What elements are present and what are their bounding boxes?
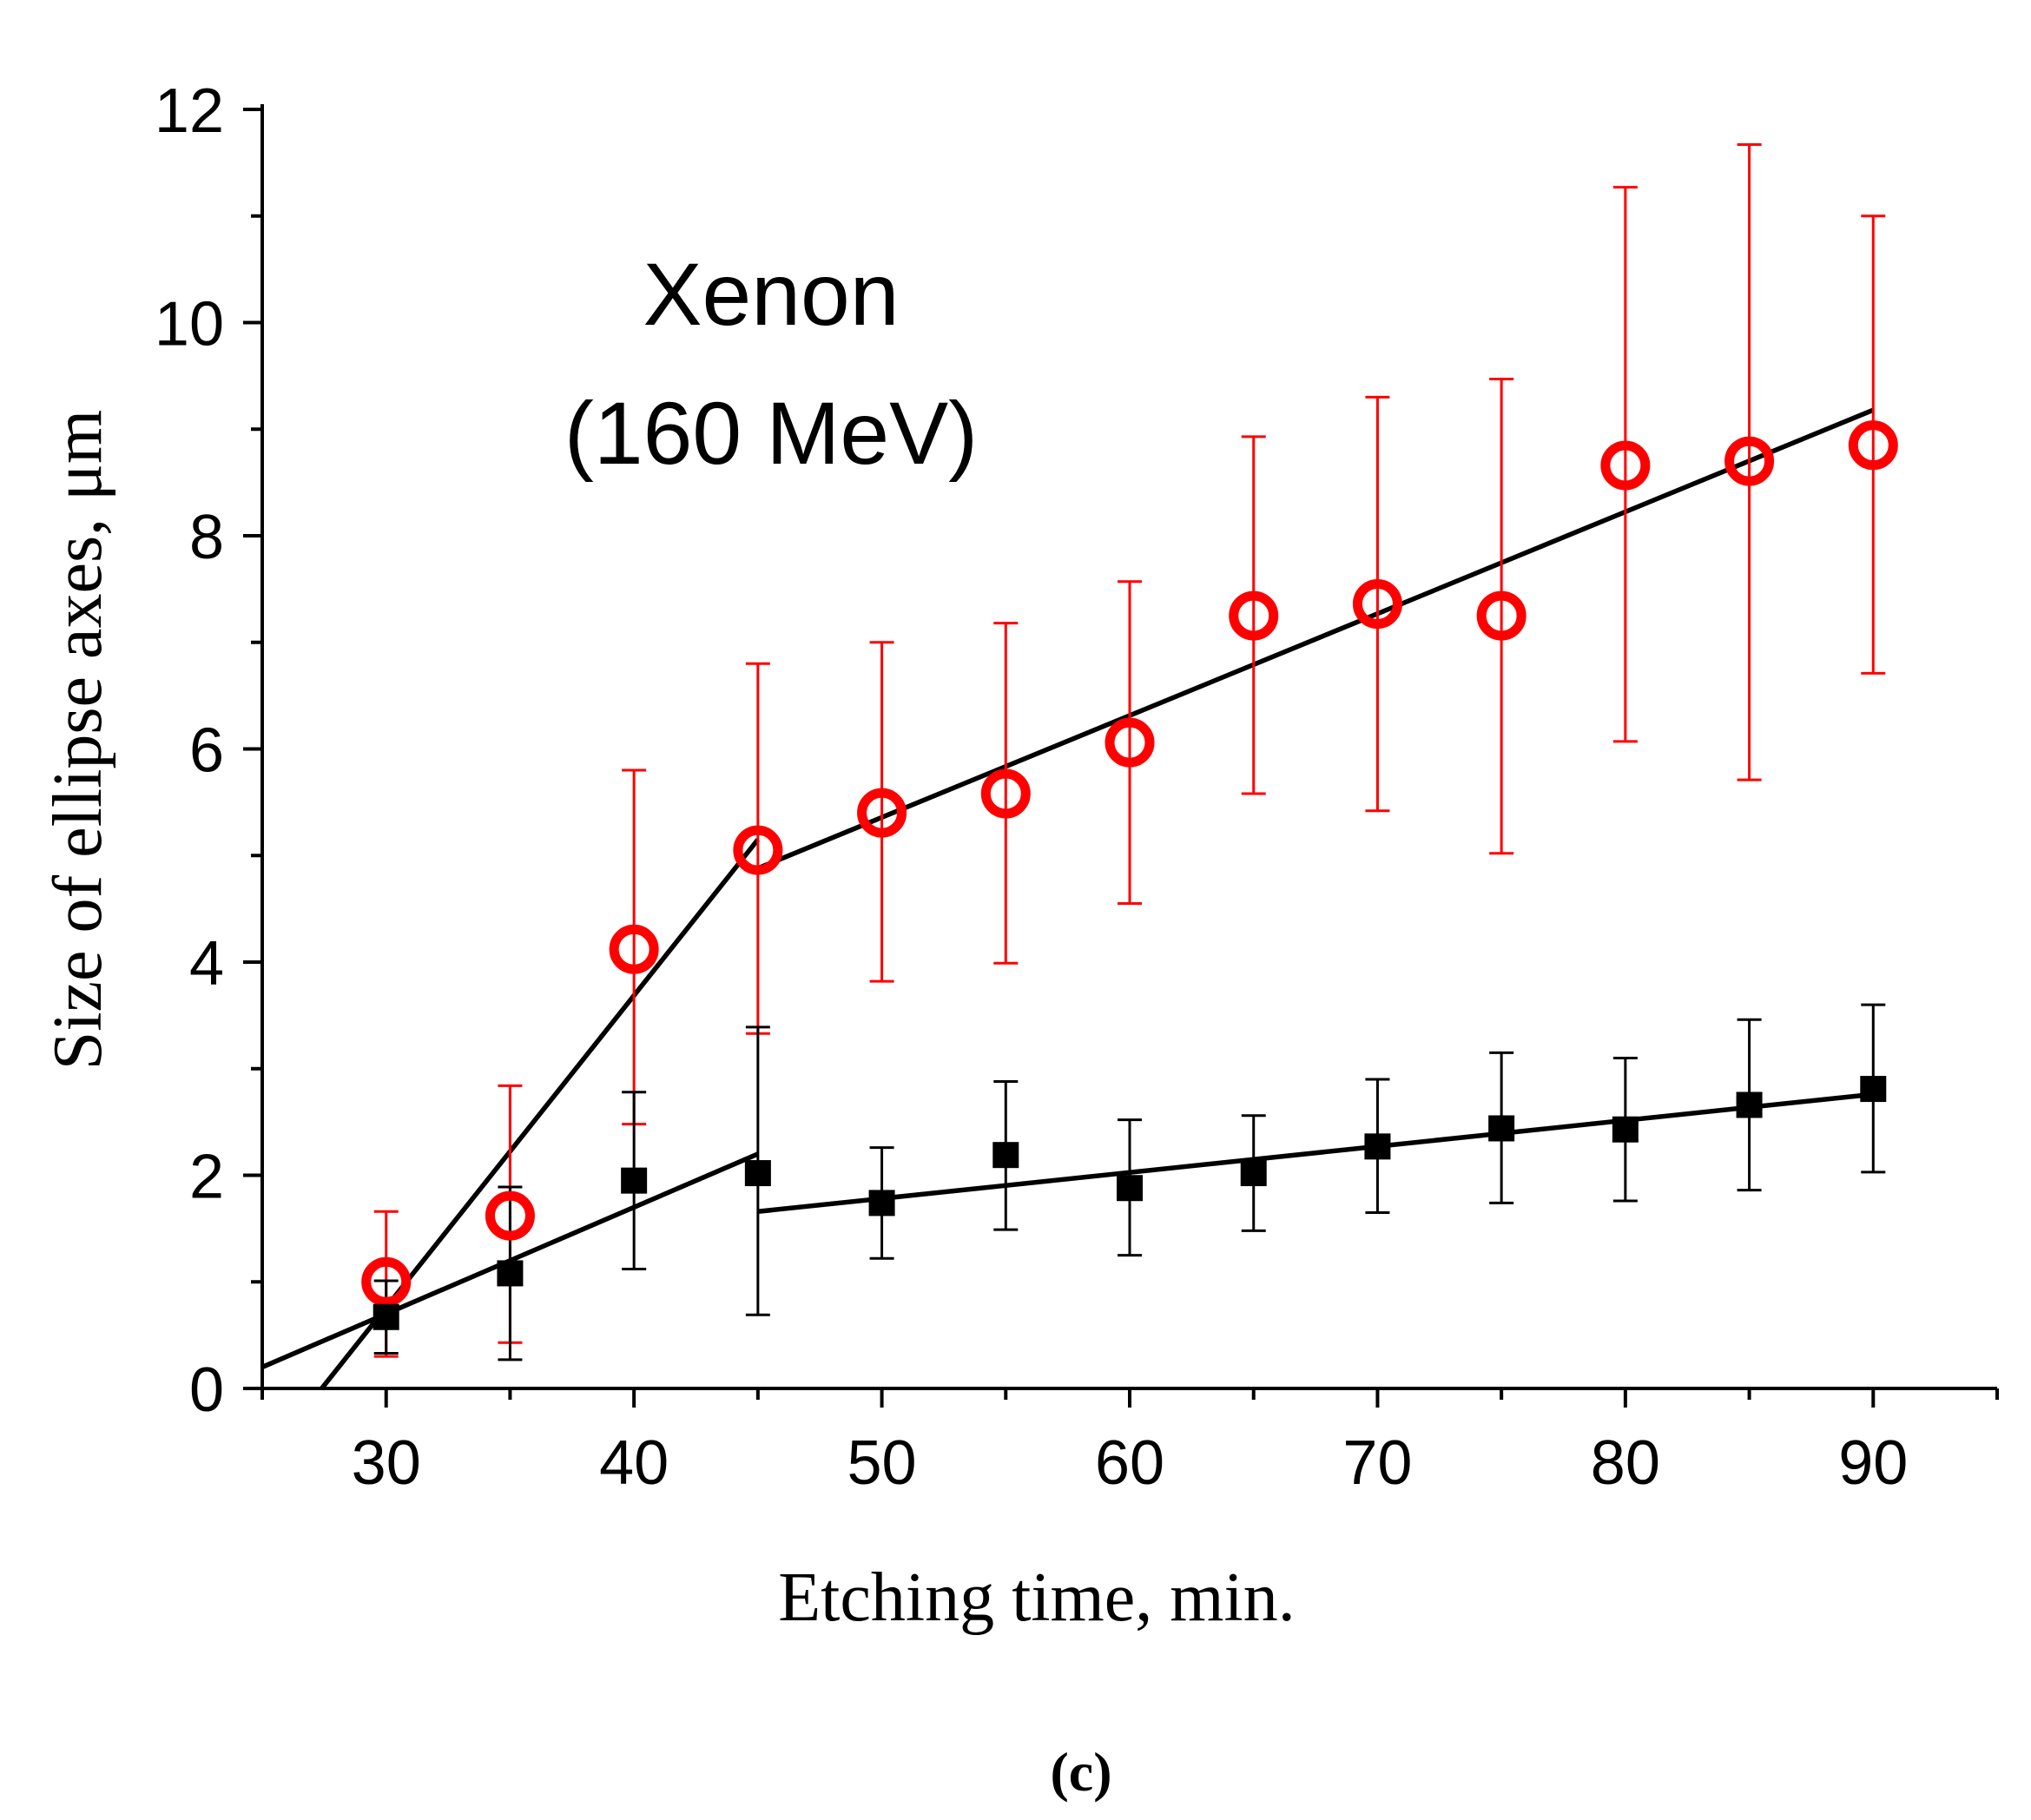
y-tick-label: 0 — [189, 1355, 224, 1425]
tick-labels: 30 40 50 60 70 80 90 0 2 4 6 8 10 12 — [155, 76, 1908, 1498]
x-tick-label: 70 — [1342, 1428, 1412, 1498]
major-axis-point — [1600, 440, 1651, 491]
minor-axis-point — [1612, 1116, 1639, 1143]
x-tick-label: 50 — [847, 1428, 917, 1498]
error-bars — [373, 143, 1886, 1362]
major-axis-point — [1476, 590, 1527, 641]
minor-axis-point — [1240, 1160, 1267, 1187]
data-markers — [361, 420, 1898, 1330]
y-tick-label: 12 — [155, 76, 224, 146]
major-axis-point — [733, 825, 783, 875]
major-axis-point — [980, 768, 1031, 819]
major-axis-point — [1229, 590, 1279, 641]
major-axis-point — [1105, 717, 1155, 768]
panel-label: (c) — [1050, 1741, 1111, 1803]
fit-line — [756, 407, 1875, 871]
major-axis-error-bar — [1118, 580, 1142, 905]
major-axis-point — [1352, 579, 1402, 630]
major-axis-error-bar — [1612, 186, 1638, 743]
major-axis-point — [361, 1256, 412, 1307]
major-axis-point — [857, 788, 907, 838]
annotation-line-1: Xenon — [643, 245, 900, 344]
fit-lines — [260, 407, 1875, 1390]
y-tick-label: 8 — [189, 503, 224, 572]
major-axis-error-bar — [993, 622, 1019, 965]
major-axis-error-bar — [1737, 143, 1762, 781]
major-axis-error-bar — [1489, 378, 1514, 855]
major-axis-point — [1848, 420, 1898, 471]
major-axis-error-bar — [1861, 214, 1886, 675]
y-tick-label: 10 — [155, 290, 224, 359]
major-axis-point — [485, 1190, 535, 1241]
x-tick-label: 90 — [1838, 1428, 1908, 1498]
major-axis-point — [1724, 436, 1775, 486]
y-tick-label: 6 — [189, 716, 224, 786]
minor-axis-point — [1488, 1115, 1515, 1142]
minor-axis-point — [868, 1190, 895, 1217]
x-axis-label: Etching time, min. — [778, 1560, 1295, 1636]
x-tick-label: 80 — [1591, 1428, 1660, 1498]
minor-axis-point — [1860, 1076, 1887, 1103]
minor-axis-point — [1736, 1091, 1763, 1118]
minor-axis-point — [744, 1160, 771, 1187]
x-tick-label: 60 — [1095, 1428, 1164, 1498]
y-tick-label: 2 — [189, 1143, 224, 1212]
annotation-line-2: (160 MeV) — [564, 384, 978, 483]
minor-axis-point — [373, 1303, 399, 1330]
x-tick-label: 30 — [352, 1428, 421, 1498]
minor-axis-point — [1364, 1133, 1391, 1160]
minor-axis-point — [1117, 1175, 1143, 1202]
major-axis-error-bar — [869, 641, 894, 983]
major-axis-error-bar — [1365, 395, 1390, 813]
major-axis-error-bar — [1241, 435, 1266, 795]
minor-axis-point — [992, 1142, 1019, 1169]
y-axis-label: Size of ellipse axes, μm — [40, 410, 116, 1070]
minor-axis-point — [497, 1260, 524, 1287]
minor-axis-point — [621, 1167, 648, 1194]
axes — [243, 104, 1999, 1408]
fit-line — [757, 1091, 1874, 1214]
y-tick-label: 4 — [189, 929, 224, 999]
x-tick-label: 40 — [599, 1428, 669, 1498]
major-axis-point — [609, 924, 659, 974]
major-axis-error-bar — [622, 768, 647, 1126]
